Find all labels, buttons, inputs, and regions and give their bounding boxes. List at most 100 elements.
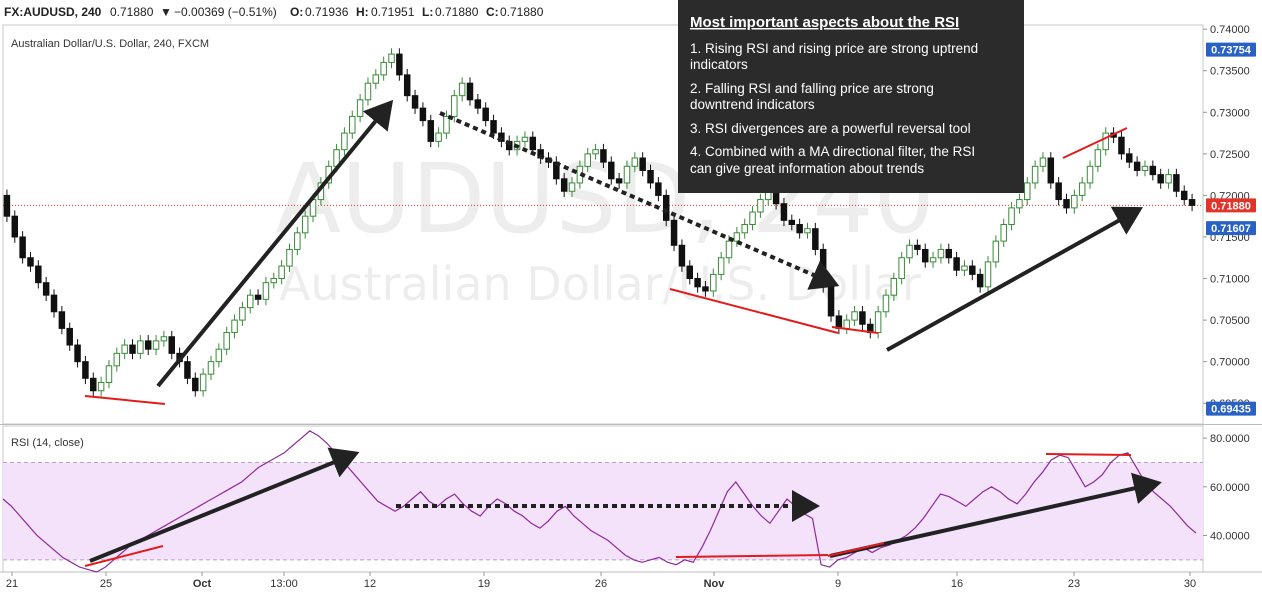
candle[interactable] <box>129 339 136 360</box>
candle[interactable] <box>144 335 152 356</box>
candle[interactable] <box>827 281 835 322</box>
candle[interactable] <box>647 164 654 189</box>
candle[interactable] <box>600 143 607 168</box>
candle[interactable] <box>1149 160 1157 181</box>
candle[interactable] <box>58 305 66 335</box>
candle[interactable] <box>702 281 709 297</box>
candle[interactable] <box>42 276 50 301</box>
candle[interactable] <box>207 355 215 380</box>
candle[interactable] <box>482 102 489 127</box>
divergence-line-4-rsi[interactable] <box>1045 453 1132 456</box>
candle[interactable] <box>254 289 262 306</box>
candle[interactable] <box>741 218 748 239</box>
candle[interactable] <box>168 330 175 360</box>
candle[interactable] <box>639 152 646 177</box>
candle[interactable] <box>74 339 81 368</box>
candle[interactable] <box>584 148 591 173</box>
uptrend-arrow-price[interactable] <box>156 99 394 388</box>
candle[interactable] <box>1102 127 1109 156</box>
candle[interactable] <box>1047 152 1055 189</box>
candle[interactable] <box>231 314 238 339</box>
candle[interactable] <box>97 376 105 397</box>
candle[interactable] <box>984 256 992 293</box>
candle[interactable] <box>1031 160 1039 189</box>
candle[interactable] <box>1165 168 1172 189</box>
divergence-line-2-rsi[interactable] <box>675 554 829 558</box>
candle[interactable] <box>1173 168 1180 198</box>
candle[interactable] <box>655 177 662 202</box>
candle[interactable] <box>1086 160 1094 189</box>
candle[interactable] <box>874 305 882 339</box>
candle[interactable] <box>953 251 960 277</box>
candle[interactable] <box>113 347 121 372</box>
candle[interactable] <box>678 239 686 272</box>
candle[interactable] <box>717 251 725 281</box>
divergence-line-4-price[interactable] <box>1062 127 1128 159</box>
candle[interactable] <box>961 260 968 277</box>
candle[interactable] <box>246 289 254 314</box>
candle[interactable] <box>1118 131 1125 160</box>
candle[interactable] <box>192 372 199 397</box>
candle[interactable] <box>66 322 73 351</box>
rsi-line[interactable] <box>2 430 1197 573</box>
candle[interactable] <box>992 235 1000 268</box>
candle[interactable] <box>1016 193 1023 214</box>
candle[interactable] <box>592 143 599 160</box>
candle[interactable] <box>451 89 458 123</box>
candle[interactable] <box>969 260 976 281</box>
candle[interactable] <box>1000 218 1007 247</box>
candle[interactable] <box>1126 148 1133 168</box>
candle[interactable] <box>804 222 811 239</box>
candle[interactable] <box>945 243 953 264</box>
candle[interactable] <box>1133 156 1141 177</box>
candle[interactable] <box>608 156 615 185</box>
symbol-label[interactable]: FX:AUDUSD, 240 <box>4 5 102 19</box>
candle[interactable] <box>890 272 898 301</box>
candle[interactable] <box>411 89 419 114</box>
uptrend-arrow-price-2[interactable] <box>886 206 1143 352</box>
candle[interactable] <box>937 243 945 264</box>
candle[interactable] <box>152 335 160 356</box>
divergence-line-1-rsi[interactable] <box>84 545 164 567</box>
candle[interactable] <box>1141 160 1149 177</box>
candle[interactable] <box>560 172 568 198</box>
candle[interactable] <box>82 355 89 385</box>
candle[interactable] <box>466 77 474 106</box>
candle[interactable] <box>1055 177 1062 206</box>
candle[interactable] <box>1180 185 1188 206</box>
candle[interactable] <box>780 197 788 227</box>
candle[interactable] <box>239 301 246 326</box>
candle[interactable] <box>686 260 694 285</box>
candle[interactable] <box>1024 177 1031 206</box>
divergence-line-3-price[interactable] <box>831 326 879 334</box>
candle[interactable] <box>19 231 26 264</box>
candle[interactable] <box>976 268 984 293</box>
candle[interactable] <box>90 372 97 397</box>
candle[interactable] <box>270 272 278 289</box>
candle[interactable] <box>812 222 819 256</box>
uptrend-arrow-rsi[interactable] <box>89 447 360 563</box>
candle[interactable] <box>403 69 411 102</box>
candle[interactable] <box>694 272 701 293</box>
candle[interactable] <box>372 69 380 90</box>
divergence-line-2-price[interactable] <box>669 288 839 334</box>
candle[interactable] <box>3 189 11 223</box>
candle[interactable] <box>458 77 466 102</box>
divergence-line-1-price[interactable] <box>84 395 166 405</box>
candle[interactable] <box>749 206 756 231</box>
candle[interactable] <box>1188 193 1196 212</box>
candle[interactable] <box>35 260 42 289</box>
candle[interactable] <box>121 339 128 360</box>
candle[interactable] <box>1063 193 1070 214</box>
candle[interactable] <box>427 114 435 148</box>
candle[interactable] <box>356 93 364 123</box>
candle[interactable] <box>788 214 796 231</box>
candle[interactable] <box>349 110 356 139</box>
candle[interactable] <box>199 368 207 397</box>
candle[interactable] <box>160 330 168 347</box>
candle[interactable] <box>906 239 913 264</box>
candle[interactable] <box>396 48 403 81</box>
candle[interactable] <box>1157 168 1164 189</box>
candle[interactable] <box>615 172 623 189</box>
candle[interactable] <box>435 127 442 148</box>
